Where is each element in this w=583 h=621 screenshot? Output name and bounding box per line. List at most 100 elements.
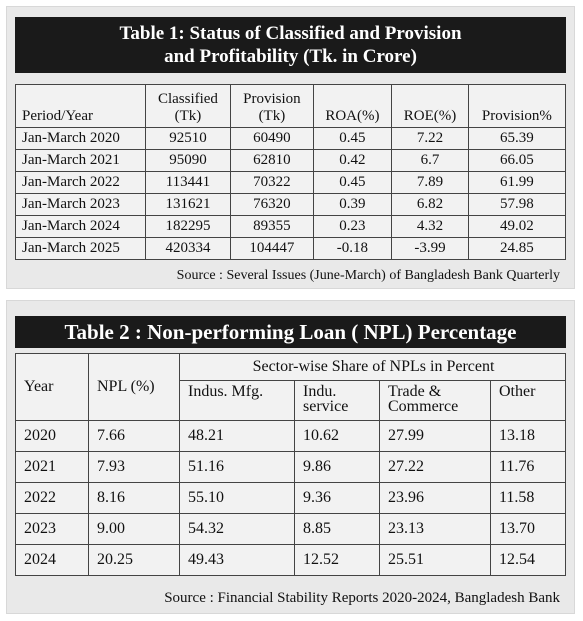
table-row: Jan-March 2022 113441 70322 0.45 7.89 61.99 <box>15 171 567 194</box>
cell-roe: 6.7 <box>391 149 469 172</box>
table2-panel: Table 2 : Non-performing Loan ( NPL) Per… <box>6 300 575 614</box>
cell-roe: 7.22 <box>391 127 469 150</box>
header-provision-pct: Provision% <box>467 84 567 128</box>
table2: Year NPL (%) Sector-wise Share of NPLs i… <box>15 353 566 576</box>
header-trade-commerce-line2: Commerce <box>388 398 459 415</box>
table1-title: Table 1: Status of Classified and Provis… <box>15 17 566 73</box>
cell-roa: 0.42 <box>312 149 393 172</box>
header-provision-line1: Provision <box>243 91 301 107</box>
cell-classified: 95090 <box>144 149 232 172</box>
cell-indus-mfg: 55.10 <box>179 482 295 514</box>
cell-provision-pct: 49.02 <box>467 215 567 238</box>
cell-other: 12.54 <box>490 544 566 576</box>
cell-trade-commerce: 25.51 <box>379 544 491 576</box>
table1-panel: Table 1: Status of Classified and Provis… <box>6 6 575 289</box>
cell-provision-pct: 57.98 <box>467 193 567 216</box>
table1-header-row: Period/Year Classified (Tk) Provision (T… <box>15 84 567 128</box>
cell-period: Jan-March 2023 <box>15 193 146 216</box>
table-row: 2021 7.93 51.16 9.86 27.22 11.76 <box>15 451 566 483</box>
table1: Period/Year Classified (Tk) Provision (T… <box>15 84 567 260</box>
cell-npl: 7.93 <box>88 451 180 483</box>
cell-other: 11.58 <box>490 482 566 514</box>
cell-roa: -0.18 <box>312 237 393 260</box>
cell-provision-pct: 61.99 <box>467 171 567 194</box>
cell-period: Jan-March 2021 <box>15 149 146 172</box>
table1-body: Jan-March 2020 92510 60490 0.45 7.22 65.39 Jan… <box>15 127 567 260</box>
table-row: 2020 7.66 48.21 10.62 27.99 13.18 <box>15 420 566 452</box>
cell-npl: 7.66 <box>88 420 180 452</box>
cell-provision: 70322 <box>230 171 314 194</box>
table-row: Jan-March 2020 92510 60490 0.45 7.22 65.39 <box>15 127 567 150</box>
cell-provision: 62810 <box>230 149 314 172</box>
cell-indus-mfg: 48.21 <box>179 420 295 452</box>
header-classified-line1: Classified <box>157 91 218 107</box>
header-roe: ROE(%) <box>391 84 469 128</box>
cell-indu-service: 10.62 <box>294 420 380 452</box>
cell-year: 2022 <box>15 482 89 514</box>
table-row: Jan-March 2023 131621 76320 0.39 6.82 57.98 <box>15 193 567 216</box>
header-indus-mfg: Indus. Mfg. <box>179 380 295 421</box>
header-other: Other <box>490 380 566 421</box>
cell-indu-service: 12.52 <box>294 544 380 576</box>
cell-indu-service: 9.86 <box>294 451 380 483</box>
cell-indus-mfg: 54.32 <box>179 513 295 545</box>
cell-year: 2020 <box>15 420 89 452</box>
header-indu-service-line1: Indu. <box>303 383 337 400</box>
cell-other: 13.18 <box>490 420 566 452</box>
header-indu-service: Indu. service <box>294 380 380 421</box>
header-classified: Classified (Tk) <box>144 84 232 128</box>
table1-source: Source : Several Issues (June-March) of … <box>176 268 560 283</box>
cell-classified: 420334 <box>144 237 232 260</box>
cell-roe: -3.99 <box>391 237 469 260</box>
cell-classified: 131621 <box>144 193 232 216</box>
cell-year: 2023 <box>15 513 89 545</box>
cell-classified: 92510 <box>144 127 232 150</box>
table2-subheader-row: Indus. Mfg. Indu. service Trade & Commer… <box>16 380 566 421</box>
cell-provision: 76320 <box>230 193 314 216</box>
cell-trade-commerce: 23.13 <box>379 513 491 545</box>
header-npl: NPL (%) <box>88 353 180 421</box>
table2-header-row: Year NPL (%) Sector-wise Share of NPLs i… <box>15 353 566 421</box>
header-year: Year <box>15 353 89 421</box>
cell-provision-pct: 65.39 <box>467 127 567 150</box>
table-row: Jan-March 2024 182295 89355 0.23 4.32 49.02 <box>15 215 567 238</box>
cell-period: Jan-March 2020 <box>15 127 146 150</box>
cell-roa: 0.39 <box>312 193 393 216</box>
table-row: 2023 9.00 54.32 8.85 23.13 13.70 <box>15 513 566 545</box>
cell-roa: 0.45 <box>312 171 393 194</box>
cell-provision: 104447 <box>230 237 314 260</box>
table2-body: 2020 7.66 48.21 10.62 27.99 13.18 2021 7.93 51.1… <box>15 420 566 576</box>
cell-provision-pct: 24.85 <box>467 237 567 260</box>
cell-trade-commerce: 27.99 <box>379 420 491 452</box>
table-row: Jan-March 2025 420334 104447 -0.18 -3.99 24.8… <box>15 237 567 260</box>
header-trade-commerce: Trade & Commerce <box>379 380 491 421</box>
header-trade-commerce-line1: Trade & <box>388 383 442 400</box>
header-classified-line2: (Tk) <box>174 108 202 124</box>
cell-roe: 6.82 <box>391 193 469 216</box>
cell-roa: 0.23 <box>312 215 393 238</box>
cell-indus-mfg: 49.43 <box>179 544 295 576</box>
cell-classified: 113441 <box>144 171 232 194</box>
table1-title-line1: Table 1: Status of Classified and Provis… <box>119 23 462 44</box>
cell-provision-pct: 66.05 <box>467 149 567 172</box>
header-sector-span: Sector-wise Share of NPLs in Percent <box>179 353 566 381</box>
cell-indus-mfg: 51.16 <box>179 451 295 483</box>
header-period: Period/Year <box>15 84 146 128</box>
table2-source: Source : Financial Stability Reports 202… <box>164 590 560 606</box>
header-roa: ROA(%) <box>312 84 393 128</box>
cell-npl: 20.25 <box>88 544 180 576</box>
cell-trade-commerce: 23.96 <box>379 482 491 514</box>
table-row: 2022 8.16 55.10 9.36 23.96 11.58 <box>15 482 566 514</box>
table2-title: Table 2 : Non-performing Loan ( NPL) Per… <box>15 316 566 348</box>
cell-trade-commerce: 27.22 <box>379 451 491 483</box>
header-provision: Provision (Tk) <box>230 84 314 128</box>
cell-roe: 4.32 <box>391 215 469 238</box>
cell-provision: 89355 <box>230 215 314 238</box>
header-provision-line2: (Tk) <box>258 108 286 124</box>
cell-period: Jan-March 2024 <box>15 215 146 238</box>
cell-classified: 182295 <box>144 215 232 238</box>
cell-year: 2024 <box>15 544 89 576</box>
cell-period: Jan-March 2025 <box>15 237 146 260</box>
cell-provision: 60490 <box>230 127 314 150</box>
cell-roa: 0.45 <box>312 127 393 150</box>
